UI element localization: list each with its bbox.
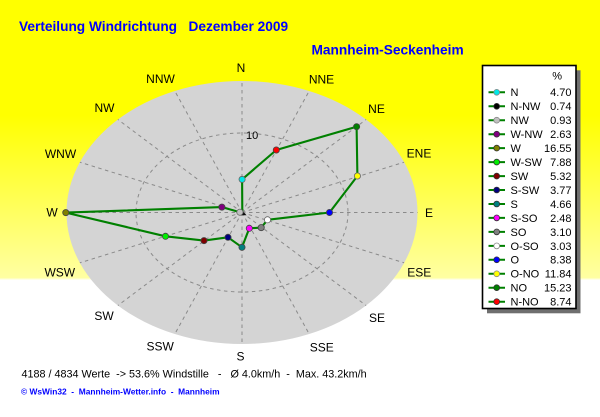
- svg-text:SO: SO: [511, 227, 527, 239]
- svg-text:NE: NE: [368, 102, 385, 116]
- svg-text:NNE: NNE: [309, 73, 334, 87]
- svg-text:4.66: 4.66: [550, 199, 571, 211]
- svg-text:O-SO: O-SO: [511, 241, 540, 253]
- svg-text:3.03: 3.03: [550, 241, 571, 253]
- svg-text:© WsWin32 - Mannheim-Wetter.: © WsWin32 - Mannheim-Wetter.info - Mannh…: [21, 387, 220, 397]
- svg-text:3.77: 3.77: [550, 185, 571, 197]
- svg-text:O-NO: O-NO: [511, 269, 540, 281]
- svg-text:7.88: 7.88: [550, 157, 571, 169]
- svg-text:S: S: [511, 199, 518, 211]
- svg-text:N: N: [511, 87, 519, 99]
- svg-text:SE: SE: [369, 311, 385, 325]
- svg-text:NW: NW: [95, 101, 116, 115]
- svg-text:10: 10: [246, 130, 258, 142]
- svg-text:ESE: ESE: [407, 266, 431, 280]
- svg-text:O: O: [511, 255, 520, 267]
- svg-text:%: %: [552, 71, 562, 83]
- svg-text:Verteilung Windrichtung Deze: Verteilung Windrichtung Dezember 2009: [19, 19, 289, 34]
- svg-text:WSW: WSW: [44, 266, 75, 280]
- svg-text:8.74: 8.74: [550, 297, 571, 309]
- svg-text:ENE: ENE: [407, 147, 432, 161]
- svg-text:N-NO: N-NO: [511, 297, 540, 309]
- svg-text:11.84: 11.84: [545, 269, 572, 281]
- svg-text:SSW: SSW: [147, 339, 175, 353]
- svg-text:S-SW: S-SW: [511, 185, 540, 197]
- svg-text:3.10: 3.10: [550, 227, 571, 239]
- svg-text:S-SO: S-SO: [511, 213, 538, 225]
- svg-text:5.32: 5.32: [550, 171, 571, 183]
- svg-text:SSE: SSE: [310, 341, 334, 355]
- svg-text:NW: NW: [511, 115, 530, 127]
- svg-text:NNW: NNW: [146, 72, 175, 86]
- svg-text:WNW: WNW: [45, 147, 77, 161]
- svg-text:4188 / 4834 Werte -> 53.6% Wi: 4188 / 4834 Werte -> 53.6% Windstille - …: [22, 369, 367, 381]
- svg-text:0.74: 0.74: [550, 101, 571, 113]
- svg-text:4.70: 4.70: [550, 87, 571, 99]
- svg-text:SW: SW: [511, 171, 529, 183]
- svg-text:8.38: 8.38: [550, 255, 571, 267]
- svg-text:SW: SW: [94, 309, 114, 323]
- svg-text:W: W: [511, 143, 522, 155]
- svg-text:2.48: 2.48: [550, 213, 571, 225]
- svg-text:S: S: [236, 350, 244, 364]
- svg-text:W: W: [46, 206, 58, 220]
- svg-text:0.93: 0.93: [550, 115, 571, 127]
- svg-text:2.63: 2.63: [550, 129, 571, 141]
- svg-text:16.55: 16.55: [544, 143, 572, 155]
- svg-text:W-SW: W-SW: [511, 157, 543, 169]
- svg-text:Mannheim-Seckenheim: Mannheim-Seckenheim: [312, 42, 464, 57]
- svg-text:15.23: 15.23: [544, 283, 572, 295]
- svg-text:NO: NO: [511, 283, 528, 295]
- svg-text:N-NW: N-NW: [511, 101, 542, 113]
- svg-text:W-NW: W-NW: [511, 129, 544, 141]
- svg-text:E: E: [425, 206, 433, 220]
- svg-text:N: N: [237, 61, 246, 75]
